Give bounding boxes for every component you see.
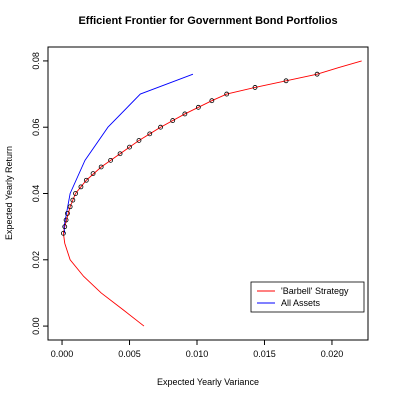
point bbox=[127, 144, 132, 150]
x-tick-label: 0.020 bbox=[321, 349, 344, 359]
point bbox=[195, 104, 201, 110]
point bbox=[283, 78, 289, 84]
x-tick-label: 0.000 bbox=[51, 349, 74, 359]
point bbox=[70, 197, 76, 203]
y-tick-label: 0.04 bbox=[31, 185, 41, 203]
chart-title: Efficient Frontier for Government Bond P… bbox=[78, 15, 337, 27]
point bbox=[252, 85, 258, 90]
point bbox=[108, 157, 114, 163]
point bbox=[147, 131, 153, 137]
point bbox=[182, 111, 188, 117]
y-tick-label: 0.02 bbox=[31, 251, 41, 269]
point bbox=[224, 91, 230, 97]
legend-label: 'Barbell' Strategy bbox=[281, 286, 349, 296]
series-line bbox=[62, 60, 362, 327]
y-tick-label: 0.06 bbox=[31, 118, 41, 136]
x-tick-label: 0.010 bbox=[186, 349, 209, 359]
point bbox=[117, 151, 123, 157]
legend-box bbox=[250, 281, 365, 313]
legend-label: All Assets bbox=[281, 298, 321, 308]
point bbox=[209, 98, 215, 104]
x-tick-label: 0.005 bbox=[118, 349, 141, 359]
point bbox=[63, 217, 69, 223]
point bbox=[73, 191, 78, 196]
point bbox=[78, 184, 84, 190]
point bbox=[90, 171, 96, 177]
point bbox=[62, 224, 68, 230]
point bbox=[314, 71, 320, 77]
series-line bbox=[63, 73, 194, 234]
point bbox=[158, 124, 163, 130]
x-tick-label: 0.015 bbox=[253, 349, 276, 359]
point bbox=[170, 118, 176, 123]
y-tick-label: 0.00 bbox=[31, 317, 41, 335]
point bbox=[65, 210, 70, 216]
point bbox=[67, 204, 73, 210]
y-axis-label: Expected Yearly Return bbox=[4, 146, 14, 240]
x-axis-label: Expected Yearly Variance bbox=[157, 377, 259, 387]
point bbox=[98, 164, 104, 170]
point bbox=[136, 138, 142, 143]
point bbox=[83, 177, 89, 183]
y-tick-label: 0.08 bbox=[31, 52, 41, 70]
point bbox=[60, 230, 66, 236]
